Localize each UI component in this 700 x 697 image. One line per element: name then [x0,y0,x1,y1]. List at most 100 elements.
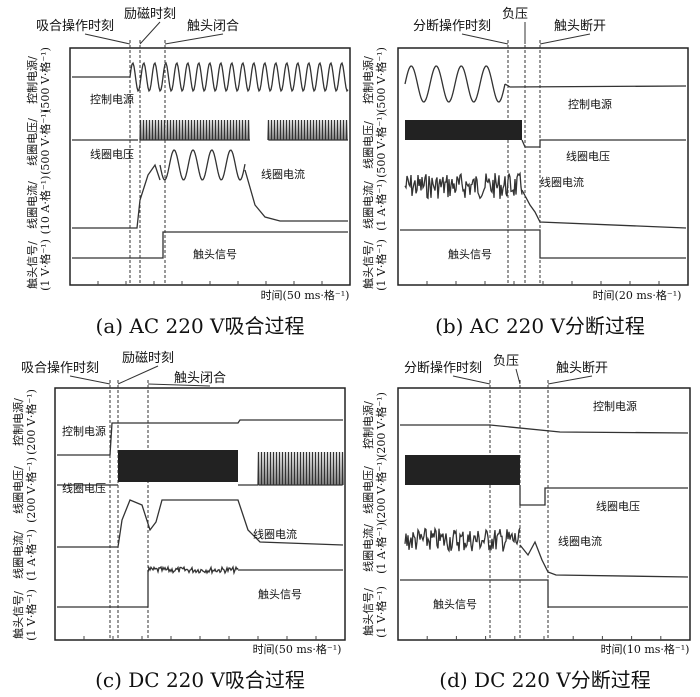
event-leader [539,33,591,45]
channel-label-line: (1 V·格⁻¹) [374,586,388,638]
channel-label: 触头信号/(1 V·格⁻¹) [361,239,388,291]
trace-label: 触头信号 [433,597,477,611]
waveform [521,189,687,229]
channel-label: 线圈电压/(200 V·格⁻¹) [361,457,388,523]
channel-label-line: 控制电源/ [11,398,25,446]
channel-label-line: (10 A·格⁻¹) [38,176,52,235]
event-label: 励磁时刻 [122,351,174,366]
waveform [404,65,506,103]
waveform [267,119,348,141]
channel-label-line: 触头信号/ [361,241,375,289]
trace-label: 线圈电压 [62,481,106,495]
channel-label: 控制电源/(500 V·格⁻¹) [361,47,388,113]
event-label: 分断操作时刻 [404,360,482,376]
channel-label-line: 线圈电压/ [11,466,25,514]
channel-label-line: (200 V·格⁻¹) [374,392,388,458]
waveform [147,564,239,576]
channel-label: 线圈电流/(10 A·格⁻¹) [25,176,52,235]
channel-label: 线圈电压/(200 V·格⁻¹) [11,457,38,523]
trace-label: 触头信号 [448,247,492,261]
channel-label-line: (500 V·格⁻¹) [374,47,388,113]
event-leader [117,365,159,385]
event-leader [515,368,521,385]
event-leader [69,375,111,385]
time-label: 时间(20 ms·格⁻¹) [593,288,682,302]
event-leader [164,33,224,45]
waveform-block [118,450,238,482]
channel-label: 控制电源/(500 V·格⁻¹) [25,47,52,113]
waveform [244,169,348,222]
channel-label-line: 控制电源/ [25,56,39,104]
channel-label: 触头信号/(1 V·格⁻¹) [25,239,52,291]
trace-label: 控制电源 [62,424,106,438]
event-leader [139,21,161,45]
event-label: 触头断开 [554,19,606,34]
waveform [57,419,343,456]
caption: (b) AC 220 V分断过程 [435,314,645,338]
caption: (c) DC 220 V吸合过程 [95,668,305,692]
trace-label: 线圈电流 [540,175,584,189]
channel-label-line: 线圈电压/ [361,466,375,514]
waveform [400,424,689,434]
waveform [400,579,688,608]
channel-label: 线圈电压/(500 V·格⁻¹) [25,109,52,175]
waveform [72,163,161,229]
trace-label: 线圈电流 [261,167,305,181]
channel-label-line: (1 A·格⁻¹) [374,179,388,231]
event-leader [147,383,211,387]
trace-label: 线圈电流 [253,527,297,541]
channel-label-line: 触头信号/ [361,588,375,636]
waveform [57,499,344,548]
scope-frame [54,387,346,641]
trace-label: 控制电源 [568,97,612,111]
event-leader [547,375,593,385]
trace-label: 线圈电流 [558,534,602,548]
event-label: 吸合操作时刻 [21,360,99,376]
event-label: 分断操作时刻 [413,18,491,34]
waveform [504,83,687,88]
caption: (a) AC 220 V吸合过程 [96,314,305,338]
waveform [404,526,521,553]
event-leader [461,33,509,45]
channel-label-line: (200 V·格⁻¹) [374,457,388,523]
channel-label-line: (1 A·格⁻¹) [374,522,388,574]
waveform [521,139,686,148]
channel-label: 线圈电流/(1 A·格⁻¹) [11,529,38,581]
waveform [129,61,349,93]
channel-label-line: (1 V·格⁻¹) [38,239,52,291]
channel-label-line: 线圈电压/ [25,118,39,166]
channel-label: 控制电源/(200 V·格⁻¹) [11,389,38,455]
event-label: 负压 [493,354,519,369]
channel-label-line: (1 A·格⁻¹) [24,529,38,581]
event-label: 触头断开 [556,361,608,376]
waveform [519,485,688,506]
waveform [404,171,523,200]
event-label: 触头闭合 [174,371,226,386]
channel-label: 线圈电流/(1 A·格⁻¹) [361,522,388,574]
trace-label: 触头信号 [193,247,237,261]
channel-label: 触头信号/(1 V·格⁻¹) [11,589,38,641]
channel-label-line: (500 V·格⁻¹) [374,112,388,178]
trace-label: 线圈电压 [90,147,134,161]
waveform [159,149,246,181]
channel-label: 线圈电流/(1 A·格⁻¹) [361,179,388,231]
channel-label-line: 触头信号/ [25,241,39,289]
event-label: 触头闭合 [187,19,239,34]
waveform [400,229,686,259]
event-leader [452,375,491,385]
trace-label: 控制电源 [593,399,637,413]
trace-label: 触头信号 [258,587,302,601]
event-label: 励磁时刻 [124,7,176,22]
channel-label-line: 线圈电流/ [25,181,39,229]
waveform [72,231,348,259]
trace-label: 线圈电压 [596,499,640,513]
trace-label: 控制电源 [90,92,134,106]
time-label: 时间(50 ms·格⁻¹) [253,642,342,656]
channel-label-line: (200 V·格⁻¹) [24,457,38,523]
channel-label-line: 线圈电压/ [361,121,375,169]
event-leader [84,33,131,45]
channel-label-line: (500 V·格⁻¹) [38,109,52,175]
scope-frame [69,47,351,286]
channel-label-line: 控制电源/ [361,401,375,449]
